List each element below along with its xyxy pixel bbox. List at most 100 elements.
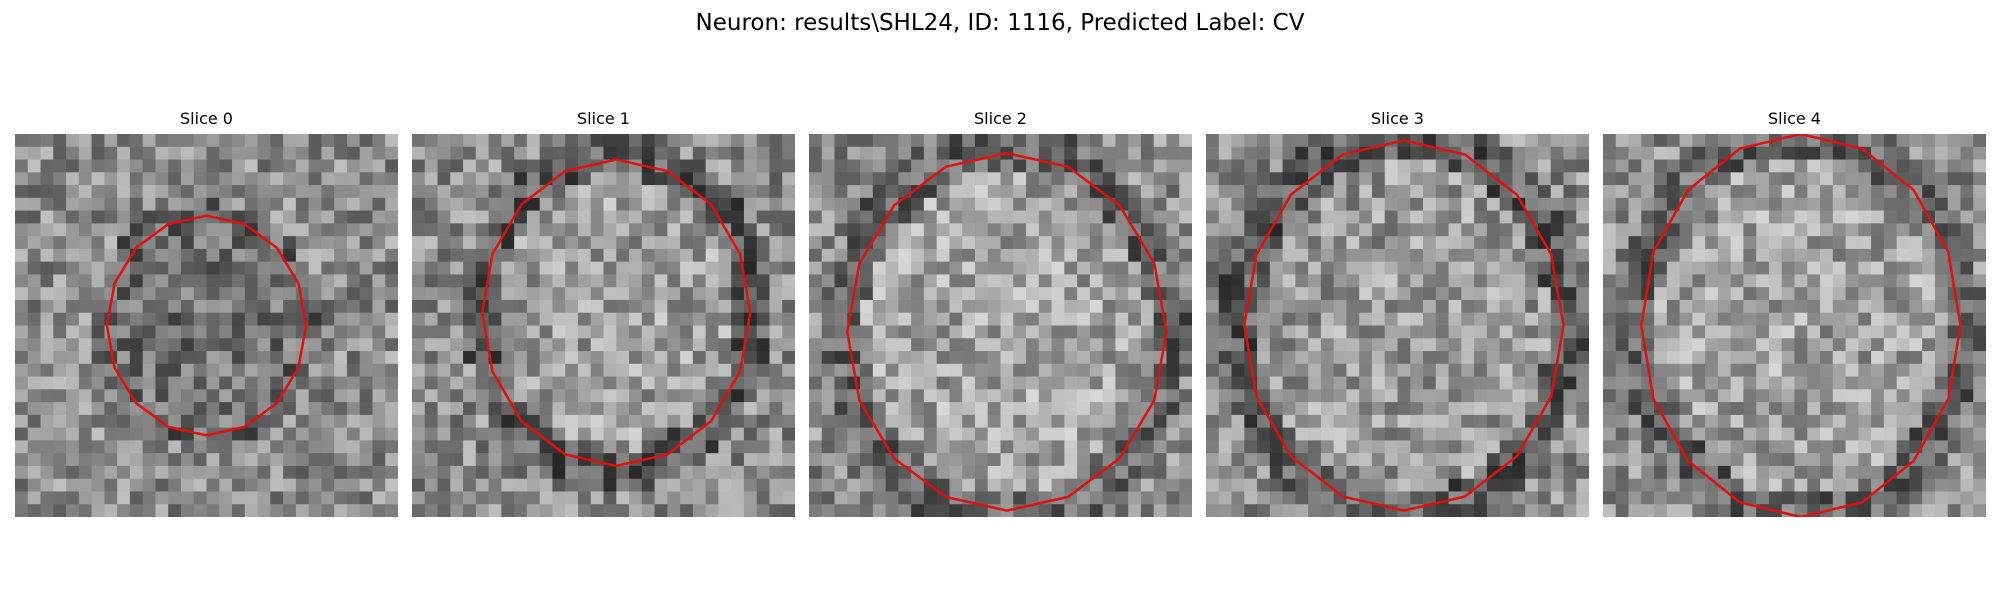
pixel-cell [1615, 248, 1630, 263]
pixel-cell [962, 453, 976, 467]
pixel-cell [66, 261, 80, 275]
pixel-cell [1743, 248, 1757, 263]
pixel-cell [1102, 236, 1116, 250]
pixel-cell [117, 172, 131, 186]
pixel-cell [1410, 287, 1424, 301]
pixel-cell [117, 299, 131, 314]
pixel-cell [603, 146, 617, 161]
pixel-cell [1794, 261, 1808, 275]
pixel-cell [565, 427, 579, 441]
pixel-cell [834, 465, 848, 480]
pixel-cell [180, 363, 195, 378]
pixel-cell [1026, 338, 1040, 352]
pixel-cell [424, 159, 439, 173]
pixel-cell [1206, 210, 1220, 224]
pixel-cell [923, 351, 938, 365]
pixel-cell [78, 274, 93, 288]
pixel-cell [501, 414, 515, 429]
pixel-cell [104, 414, 118, 429]
pixel-cell [437, 351, 451, 365]
pixel-cell [654, 185, 668, 199]
pixel-cell [155, 351, 169, 365]
pixel-cell [756, 287, 770, 301]
pixel-cell [1115, 299, 1129, 314]
pixel-cell [334, 389, 348, 403]
pixel-cell [1960, 363, 1974, 378]
pixel-cell [450, 248, 464, 263]
pixel-cell [321, 261, 335, 275]
slice-title-0: Slice 0 [180, 109, 233, 128]
pixel-cell [78, 351, 93, 365]
pixel-cell [1499, 465, 1513, 480]
pixel-cell [308, 440, 322, 454]
pixel-cell [27, 159, 42, 173]
pixel-cell [1705, 325, 1719, 339]
pixel-cell [321, 402, 335, 416]
pixel-cell [860, 465, 874, 480]
pixel-cell [1206, 504, 1220, 517]
pixel-cell [834, 299, 848, 314]
pixel-cell [629, 465, 643, 480]
pixel-cell [168, 389, 182, 403]
pixel-cell [1333, 287, 1347, 301]
pixel-cell [66, 351, 80, 365]
pixel-cell [680, 453, 694, 467]
pixel-cell [1308, 274, 1322, 288]
pixel-cell [385, 338, 398, 352]
pixel-cell [1537, 351, 1552, 365]
pixel-cell [1179, 274, 1192, 288]
pixel-cell [1781, 248, 1795, 263]
pixel-cell [1525, 146, 1539, 161]
pixel-cell [1461, 159, 1475, 173]
pixel-cell [295, 453, 310, 467]
pixel-cell [1666, 504, 1681, 517]
pixel-cell [526, 146, 541, 161]
pixel-cell [1282, 363, 1296, 378]
pixel-cell [424, 453, 439, 467]
pixel-cell [321, 414, 335, 429]
pixel-cell [1512, 491, 1526, 505]
pixel-cell [142, 363, 156, 378]
pixel-cell [1064, 351, 1078, 365]
pixel-cell [91, 376, 105, 390]
pixel-cell [1346, 351, 1360, 365]
pixel-cell [1973, 491, 1986, 505]
pixel-cell [552, 338, 566, 352]
pixel-cell [1026, 325, 1040, 339]
pixel-cell [1026, 159, 1040, 173]
pixel-cell [180, 478, 195, 492]
pixel-cell [1346, 504, 1360, 517]
pixel-cell [1615, 210, 1630, 224]
pixel-cell [206, 414, 220, 429]
pixel-cell [1717, 261, 1732, 275]
pixel-cell [1128, 363, 1142, 378]
pixel-cell [1654, 389, 1668, 403]
pixel-cell [1371, 427, 1386, 441]
pixel-cell [104, 491, 118, 505]
pixel-cell [424, 440, 439, 454]
pixel-cell [1666, 172, 1681, 186]
pixel-cell [1346, 427, 1360, 441]
pixel-cell [667, 197, 681, 212]
pixel-cell [1474, 185, 1488, 199]
pixel-cell [1064, 172, 1078, 186]
pixel-cell [437, 197, 451, 212]
pixel-cell [91, 427, 105, 441]
pixel-cell [1371, 236, 1386, 250]
pixel-cell [308, 402, 322, 416]
pixel-cell [1563, 389, 1577, 403]
pixel-cell [283, 134, 297, 148]
pixel-cell [667, 210, 681, 224]
pixel-cell [936, 223, 950, 237]
pixel-cell [1435, 299, 1450, 314]
pixel-cell [911, 185, 925, 199]
pixel-cell [66, 363, 80, 378]
pixel-cell [1461, 491, 1475, 505]
pixel-cell [1218, 465, 1233, 480]
pixel-cell [1666, 465, 1681, 480]
pixel-cell [641, 274, 656, 288]
pixel-cell [193, 465, 207, 480]
pixel-cell [257, 312, 271, 326]
pixel-cell [782, 351, 795, 365]
pixel-cell [1244, 223, 1258, 237]
